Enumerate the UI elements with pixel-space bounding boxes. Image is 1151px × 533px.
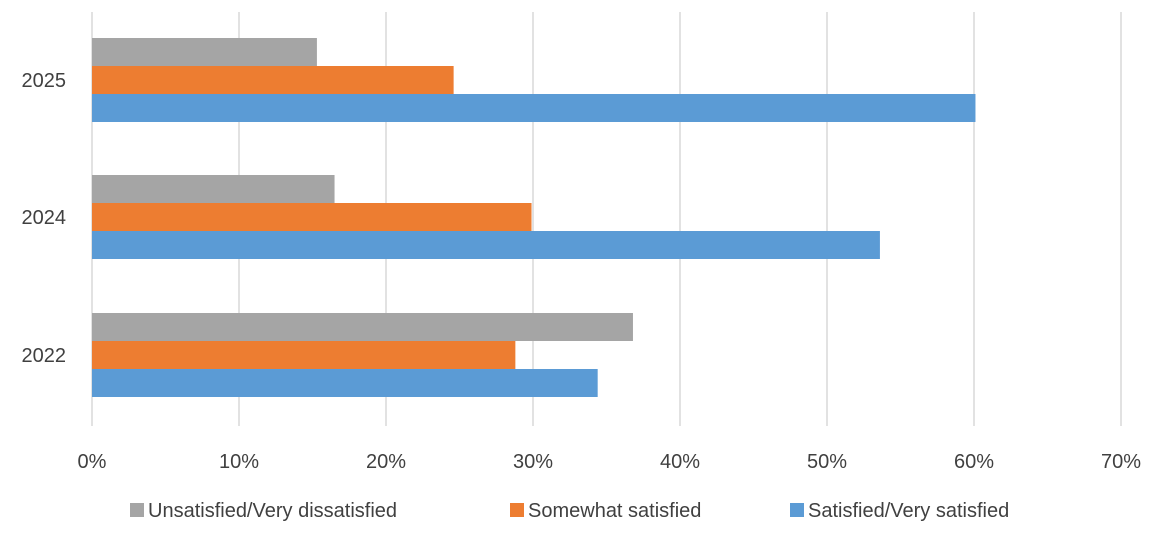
tick-label-10pct: 10%: [219, 451, 259, 473]
bar-2025-somewhat-satisfied: [92, 66, 454, 94]
tick-label-50pct: 50%: [807, 451, 847, 473]
category-label-2022: 2022: [22, 345, 67, 367]
bar-2022-satisfied-very-satisfied: [92, 369, 598, 397]
tick-label-40pct: 40%: [660, 451, 700, 473]
bar-2022-somewhat-satisfied: [92, 341, 516, 369]
legend-swatch-unsatisfied-very-dissatisfied: [130, 503, 144, 517]
bars: [92, 38, 976, 397]
tick-label-30pct: 30%: [513, 451, 553, 473]
category-label-2025: 2025: [22, 70, 67, 92]
tick-label-60pct: 60%: [954, 451, 994, 473]
tick-label-20pct: 20%: [366, 451, 406, 473]
legend-label-satisfied-very-satisfied: Satisfied/Very satisfied: [808, 500, 1009, 522]
bar-2024-satisfied-very-satisfied: [92, 231, 880, 259]
value-axis: 0% 10% 20% 30% 40% 50% 60% 70%: [78, 451, 1142, 473]
tick-label-0pct: 0%: [78, 451, 107, 473]
bar-2022-unsatisfied-very-dissatisfied: [92, 313, 633, 341]
bar-2024-somewhat-satisfied: [92, 203, 532, 231]
bar-2024-unsatisfied-very-dissatisfied: [92, 175, 335, 203]
category-axis: 2022 2024 2025: [22, 70, 67, 367]
legend-label-unsatisfied-very-dissatisfied: Unsatisfied/Very dissatisfied: [148, 500, 397, 522]
legend: Unsatisfied/Very dissatisfied Somewhat sa…: [130, 500, 1009, 522]
tick-label-70pct: 70%: [1101, 451, 1141, 473]
legend-swatch-somewhat-satisfied: [510, 503, 524, 517]
bar-2025-unsatisfied-very-dissatisfied: [92, 38, 317, 66]
legend-label-somewhat-satisfied: Somewhat satisfied: [528, 500, 701, 522]
category-label-2024: 2024: [22, 207, 67, 229]
bar-2025-satisfied-very-satisfied: [92, 94, 976, 122]
legend-swatch-satisfied-very-satisfied: [790, 503, 804, 517]
